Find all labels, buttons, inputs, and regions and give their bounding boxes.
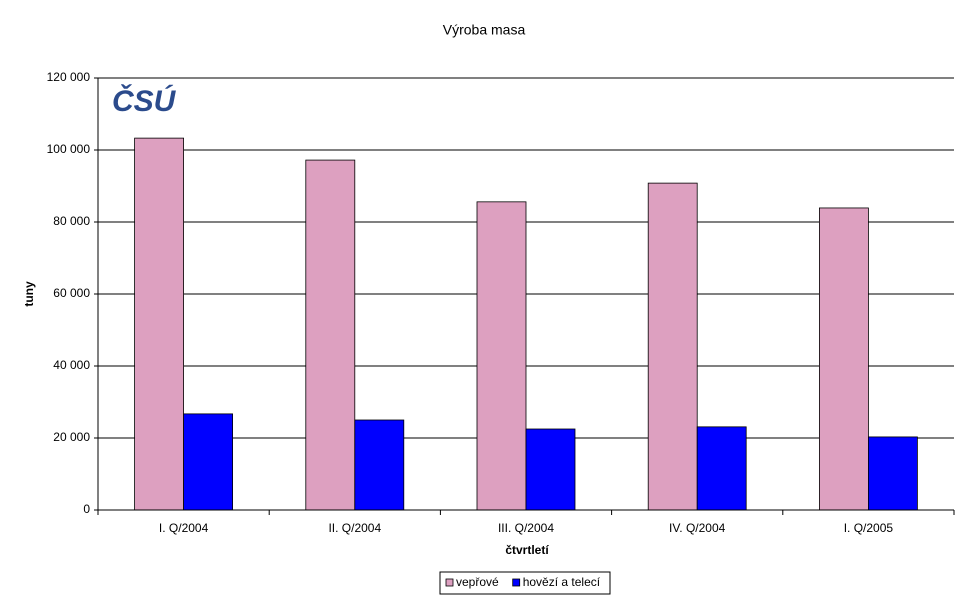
legend-swatch [445, 578, 454, 587]
bar [819, 207, 869, 511]
bar [305, 159, 356, 511]
x-tick-label: III. Q/2004 [498, 521, 554, 535]
legend-label: hovězí a telecí [523, 575, 601, 589]
bar [476, 201, 527, 511]
y-tick-label: 40 000 [53, 358, 90, 372]
legend-swatch [512, 578, 521, 587]
legend-label: vepřové [456, 575, 499, 589]
x-tick-label: I. Q/2005 [844, 521, 894, 535]
bar [354, 419, 405, 511]
bar [696, 426, 747, 511]
bar [134, 137, 185, 511]
x-tick-label: II. Q/2004 [328, 521, 381, 535]
bar [868, 436, 918, 511]
chart-title: Výroba masa [443, 22, 526, 38]
bar [647, 182, 698, 511]
y-axis-title: tuny [22, 281, 36, 307]
y-tick-label: 80 000 [53, 214, 90, 228]
x-axis-title: čtvrtletí [505, 543, 549, 557]
y-tick-label: 0 [83, 502, 90, 516]
bar [525, 428, 576, 511]
y-tick-label: 20 000 [53, 430, 90, 444]
logo: ČSÚ [112, 84, 177, 118]
x-tick-label: I. Q/2004 [159, 521, 209, 535]
x-tick-label: IV. Q/2004 [669, 521, 726, 535]
y-tick-label: 60 000 [53, 286, 90, 300]
bar [183, 413, 234, 511]
legend-box [439, 571, 611, 595]
y-tick-label: 100 000 [47, 142, 91, 156]
y-tick-label: 120 000 [47, 70, 91, 84]
